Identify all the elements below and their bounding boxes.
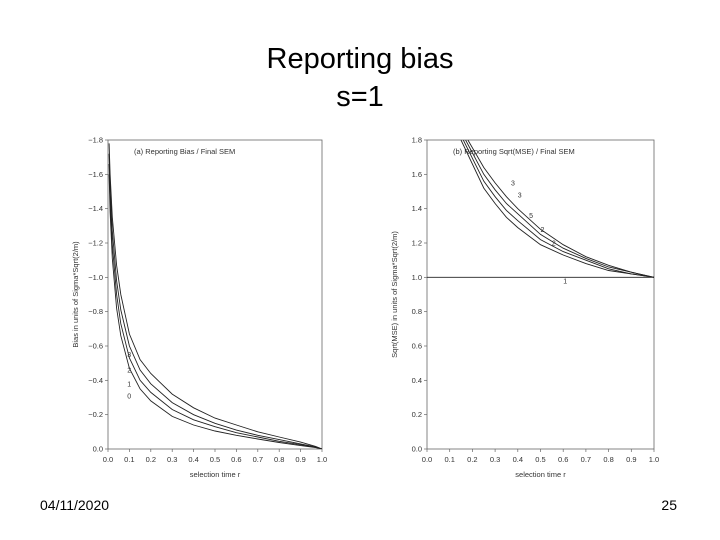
charta-y-tick-label: −1.8: [88, 136, 103, 145]
charta-x-tick-label: 0.0: [103, 455, 113, 464]
charta-x-tick-label: 0.2: [146, 455, 156, 464]
chartb-y-tick-label: 0.6: [412, 342, 422, 351]
chartb-curve-label-4: 2: [552, 241, 556, 248]
chartb-x-axis-label: selection time r: [515, 470, 566, 479]
charta-series-line-2: [108, 163, 322, 449]
charta-x-tick-label: 0.5: [210, 455, 220, 464]
slide-date: 04/11/2020: [40, 497, 110, 513]
slide-page-number: 25: [661, 497, 677, 513]
charta-y-tick-label: −1.0: [88, 273, 103, 282]
chartb-curve-label-2: 5: [529, 213, 533, 220]
slide-title: Reporting bias: [266, 43, 454, 75]
chartb-title: (b) Reporting Sqrt(MSE) / Final SEM: [453, 147, 575, 156]
chartb-x-tick-label: 0.9: [626, 455, 636, 464]
chartb-curve-label-0: 3: [511, 180, 515, 187]
chartb-x-tick-label: 0.2: [467, 455, 477, 464]
charta-x-tick-label: 1.0: [317, 455, 327, 464]
chartb-y-tick-label: 1.2: [412, 239, 422, 248]
charta-plot-frame: [107, 139, 323, 450]
chartb-series-line-2: [462, 140, 654, 278]
slide-subtitle: s=1: [336, 81, 384, 113]
chartb-x-tick-label: 1.0: [649, 455, 659, 464]
chartb-x-tick-label: 0.7: [581, 455, 591, 464]
chartb-curve-label-3: 2: [541, 227, 545, 234]
charta-series-line-1: [108, 153, 322, 449]
charta-x-tick-label: 0.3: [167, 455, 177, 464]
charta-curve-label-1: 2: [127, 368, 131, 375]
chartb-x-tick-label: 0.4: [513, 455, 523, 464]
chartb-y-tick-label: 1.6: [412, 170, 422, 179]
charta-curve-label-3: 0: [127, 393, 131, 400]
charta-series-line-3: [108, 174, 322, 449]
charta-series-line-0: [108, 143, 322, 449]
chartb-y-tick-label: 1.4: [412, 204, 422, 213]
charta-title: (a) Reporting Bias / Final SEM: [134, 147, 235, 156]
chartb-curve-label-1: 3: [518, 192, 522, 199]
chartb-y-tick-label: 0.8: [412, 307, 422, 316]
charta-curve-label-2: 1: [127, 381, 131, 388]
charta-y-tick-label: −0.6: [88, 342, 103, 351]
chartb-plot-frame: [426, 139, 655, 450]
charta-y-tick-label: −1.6: [88, 170, 103, 179]
charta-y-tick-label: 0.0: [93, 445, 103, 454]
charta-x-tick-label: 0.9: [295, 455, 305, 464]
charta-x-tick-label: 0.6: [231, 455, 241, 464]
chartb-series-line-3: [460, 140, 654, 278]
charta-y-axis-label: Bias in units of Sigma*Sqrt(2/m): [71, 241, 80, 348]
charta-y-tick-label: −1.2: [88, 239, 103, 248]
charta-y-tick-label: −0.2: [88, 410, 103, 419]
chartb-series-line-0: [467, 140, 654, 278]
chartb-x-tick-label: 0.0: [422, 455, 432, 464]
chartb-y-tick-label: 0.4: [412, 376, 422, 385]
chartb-y-tick-label: 0.0: [412, 445, 422, 454]
charta-x-tick-label: 0.8: [274, 455, 284, 464]
chartb-curve-label-5: 1: [563, 278, 567, 285]
chart-reporting-bias: (a) Reporting Bias / Final SEM 0.0 0.1 0.2 0…: [71, 136, 327, 480]
chartb-x-tick-label: 0.3: [490, 455, 500, 464]
chartb-series-line-1: [465, 140, 654, 278]
chartb-y-tick-label: 1.0: [412, 273, 422, 282]
chartb-y-tick-label: 0.2: [412, 410, 422, 419]
charta-y-tick-label: −0.8: [88, 307, 103, 316]
charta-x-axis-label: selection time r: [190, 470, 241, 479]
charta-y-tick-label: −0.4: [88, 376, 103, 385]
chartb-y-axis-label: Sqrt(MSE) in units of Sigma*Sqrt(2/m): [390, 231, 399, 358]
chartb-y-tick-label: 1.8: [412, 136, 422, 145]
charta-x-tick-label: 0.4: [188, 455, 198, 464]
charta-curve-label-0: 3: [127, 352, 131, 359]
charta-x-tick-label: 0.1: [124, 455, 134, 464]
chartb-x-tick-label: 0.8: [603, 455, 613, 464]
chartb-x-tick-label: 0.1: [444, 455, 454, 464]
chartb-x-tick-label: 0.5: [535, 455, 545, 464]
charta-y-tick-label: −1.4: [88, 204, 103, 213]
charta-x-tick-label: 0.7: [253, 455, 263, 464]
chartb-x-tick-label: 0.6: [558, 455, 568, 464]
